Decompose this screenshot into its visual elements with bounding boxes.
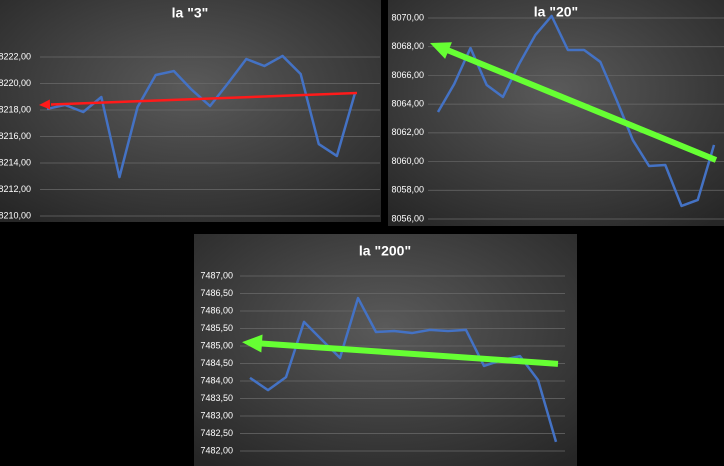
y-tick-label: 8056,00: [391, 213, 424, 223]
trend-arrowhead: [242, 334, 263, 353]
panel: 8210,00 8212,00 8214,00 8216,00 8218,00 8220,…: [0, 0, 381, 222]
data-line: [436, 14, 716, 208]
y-tick-label: 8058,00: [391, 185, 424, 195]
y-tick-label: 8214,00: [0, 157, 31, 167]
y-tick-label: 7484,00: [200, 375, 233, 385]
y-tick-label: 7486,50: [200, 288, 233, 298]
y-tick-label: 7483,50: [200, 393, 233, 403]
y-tick-label: 7482,50: [200, 428, 233, 438]
trend-line: [50, 91, 358, 106]
y-tick-label: 7484,50: [200, 358, 233, 368]
y-tick-label: 8068,00: [391, 41, 424, 51]
panel: 7482,00 7482,50 7483,00 7483,50 7484,00 7484,…: [194, 234, 577, 466]
y-tick-label: 8216,00: [0, 131, 31, 141]
y-tick-label: 7482,00: [200, 445, 233, 455]
trend-arrowhead: [430, 42, 452, 59]
y-tick-label: 8070,00: [391, 12, 424, 22]
y-tick-label: 8064,00: [391, 99, 424, 109]
y-tick-label: 7485,50: [200, 323, 233, 333]
y-tick-label: 8210,00: [0, 210, 31, 220]
y-tick-label: 8066,00: [391, 70, 424, 80]
y-tick-label: 8222,00: [0, 51, 31, 61]
y-tick-label: 8218,00: [0, 104, 31, 114]
y-tick-label: 8220,00: [0, 78, 31, 88]
y-tick-label: 8212,00: [0, 184, 31, 194]
chart-title: la "200": [359, 243, 411, 259]
y-tick-label: 7487,00: [200, 270, 233, 280]
panel: 8056,00 8058,00 8060,00 8062,00 8064,00 8066,…: [388, 0, 724, 226]
panel-background: [0, 0, 381, 222]
y-tick-label: 8062,00: [391, 127, 424, 137]
trend-arrowhead: [39, 99, 51, 110]
chart-title: la "20": [534, 4, 578, 20]
y-tick-label: 8060,00: [391, 156, 424, 166]
chart-title: la "3": [172, 5, 209, 21]
y-tick-label: 7483,00: [200, 410, 233, 420]
y-tick-label: 7485,00: [200, 340, 233, 350]
panel-background: [388, 0, 724, 226]
y-tick-label: 7486,00: [200, 305, 233, 315]
trend-line: [253, 339, 559, 367]
trend-line: [440, 45, 718, 163]
